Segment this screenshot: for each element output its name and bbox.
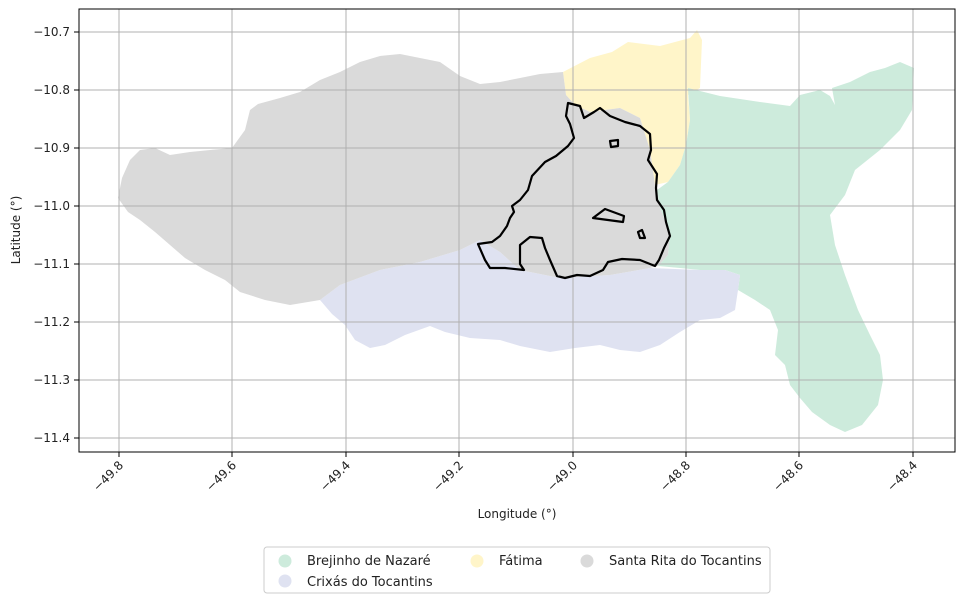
- x-axis: −49.8 −49.6 −49.4 −49.2 −49.0 −48.8 −48.…: [90, 452, 920, 521]
- study-area-outline: [476, 101, 672, 280]
- study-area-hole: [608, 138, 620, 149]
- x-tick-label: −49.4: [317, 458, 353, 494]
- x-tick-label: −49.6: [203, 458, 239, 494]
- legend-item-fatima: Fátima: [470, 554, 543, 569]
- legend-label: Brejinho de Nazaré: [307, 554, 431, 569]
- y-axis: −10.7 −10.8 −10.9 −11.0 −11.1 −11.2 −11.…: [9, 25, 79, 445]
- x-tick-label: −49.2: [430, 458, 466, 494]
- legend-label: Santa Rita do Tocantins: [609, 554, 762, 569]
- legend-item-crixas: Crixás do Tocantins: [278, 574, 433, 590]
- legend-box: [263, 546, 771, 594]
- gridlines: [79, 9, 955, 452]
- legend-marker: [278, 574, 292, 588]
- legend: Brejinho de Nazaré Crixás do Tocantins F…: [263, 546, 771, 594]
- legend-item-santa-rita: Santa Rita do Tocantins: [580, 554, 762, 569]
- x-tick-label: −48.6: [770, 458, 806, 494]
- x-tick-label: −48.4: [884, 458, 920, 494]
- study-area-boundary: [476, 101, 672, 280]
- y-tick-label: −10.7: [33, 25, 70, 39]
- legend-marker: [470, 554, 484, 568]
- legend-item-brejinho: Brejinho de Nazaré: [278, 554, 431, 569]
- y-tick-label: −10.8: [33, 83, 70, 97]
- y-tick-label: −11.0: [33, 199, 70, 213]
- region-crixas: [320, 240, 740, 352]
- x-axis-title: Longitude (°): [478, 507, 557, 521]
- region-santa-rita: [118, 54, 670, 305]
- study-area-hole: [591, 207, 626, 224]
- y-tick-label: −11.3: [33, 373, 70, 387]
- legend-label: Crixás do Tocantins: [307, 575, 433, 590]
- region-fatima: [563, 30, 702, 185]
- y-tick-label: −11.4: [33, 431, 70, 445]
- x-tick-label: −49.0: [544, 458, 580, 494]
- y-tick-label: −11.1: [33, 257, 70, 271]
- legend-marker: [580, 554, 594, 568]
- x-tick-label: −49.8: [90, 458, 126, 494]
- regions: [118, 30, 914, 432]
- legend-marker: [278, 554, 292, 568]
- axes-frame: [78, 8, 956, 453]
- y-tick-label: −11.2: [33, 315, 70, 329]
- legend-label: Fátima: [499, 554, 543, 569]
- y-axis-title: Latitude (°): [9, 196, 23, 265]
- study-area-hole: [636, 228, 647, 240]
- y-tick-label: −10.9: [33, 141, 70, 155]
- x-tick-label: −48.8: [657, 458, 693, 494]
- region-brejinho: [657, 62, 914, 432]
